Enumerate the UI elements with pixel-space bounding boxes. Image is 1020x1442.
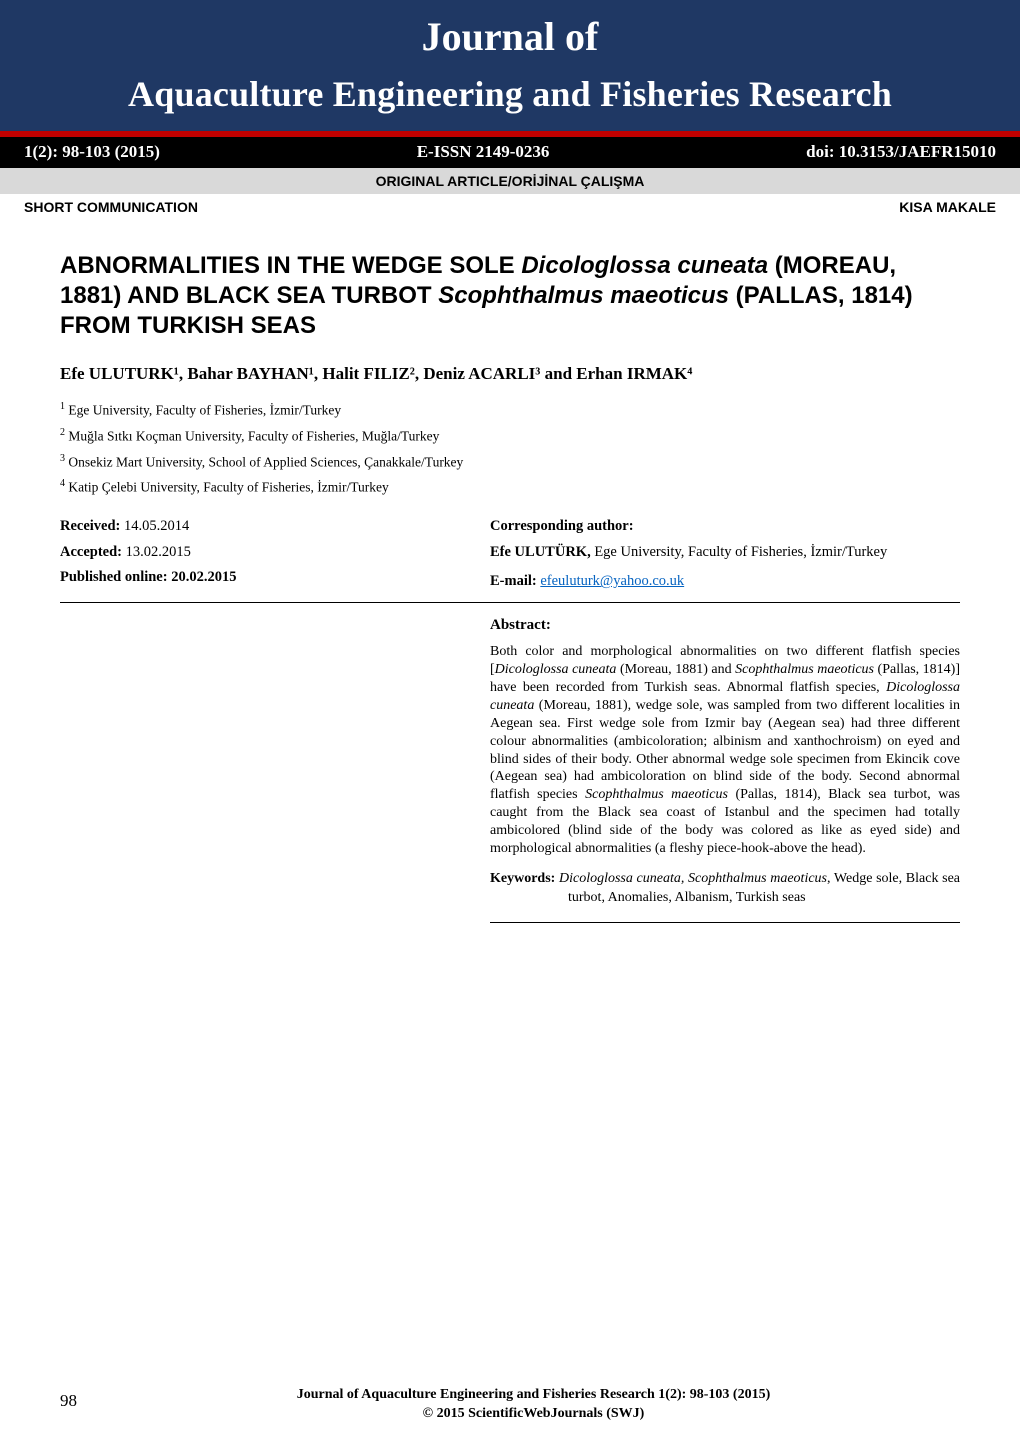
abstract-body: Both color and morphological abnormaliti… (490, 643, 960, 858)
footer-line2: © 2015 ScientificWebJournals (SWJ) (107, 1405, 960, 1424)
short-comm-right: KISA MAKALE (899, 198, 996, 217)
short-comm-bar: SHORT COMMUNICATION KISA MAKALE (0, 194, 1020, 227)
keywords: Keywords: Dicologlossa cuneata, Scophtha… (490, 870, 960, 908)
email-line: E-mail: efeuluturk@yahoo.co.uk (490, 572, 960, 592)
abstract-right: Abstract: Both color and morphological a… (490, 615, 960, 923)
dates-col: Received: 14.05.2014 Accepted: 13.02.201… (60, 517, 460, 594)
eissn: E-ISSN 2149-0236 (417, 141, 550, 164)
title-p1: ABNORMALITIES IN THE WEDGE SOLE (60, 252, 521, 279)
journal-of: Journal of (0, 0, 1020, 68)
header-banner: Journal of Aquaculture Engineering and F… (0, 0, 1020, 134)
affil-3: 3 Onsekiz Mart University, School of App… (60, 452, 960, 472)
received-label: Received: (60, 518, 124, 534)
issue-bar: 1(2): 98-103 (2015) E-ISSN 2149-0236 doi… (0, 134, 1020, 168)
separator-2 (490, 922, 960, 923)
journal-name: Aquaculture Engineering and Fisheries Re… (0, 68, 1020, 129)
affil-2-text: Muğla Sıtkı Koçman University, Faculty o… (65, 428, 439, 443)
published-row: Published online: 20.02.2015 (60, 568, 460, 588)
abs-i1: Dicologlossa cuneata (495, 662, 617, 677)
footer-line1: Journal of Aquaculture Engineering and F… (107, 1386, 960, 1405)
abstract-columns: Abstract: Both color and morphological a… (60, 615, 960, 923)
affil-4-text: Katip Çelebi University, Faculty of Fish… (65, 480, 389, 495)
issue: 1(2): 98-103 (2015) (24, 141, 160, 164)
corresponding-col: Corresponding author: Efe ULUTÜRK, Ege U… (490, 517, 960, 594)
corresponding-heading: Corresponding author: (490, 517, 960, 537)
article-type: ORIGINAL ARTICLE/ORİJİNAL ÇALIŞMA (0, 168, 1020, 195)
affil-1-text: Ege University, Faculty of Fisheries, İz… (65, 403, 341, 418)
abstract-left-empty (60, 615, 460, 923)
authors-text: Efe ULUTURK¹, Bahar BAYHAN¹, Halit FILIZ… (60, 364, 692, 383)
authors: Efe ULUTURK¹, Bahar BAYHAN¹, Halit FILIZ… (60, 363, 960, 386)
meta-columns: Received: 14.05.2014 Accepted: 13.02.201… (60, 517, 960, 594)
affil-4: 4 Katip Çelebi University, Faculty of Fi… (60, 477, 960, 497)
accepted-row: Accepted: 13.02.2015 (60, 543, 460, 563)
corresponding-body: Efe ULUTÜRK, Ege University, Faculty of … (490, 543, 960, 563)
content: ABNORMALITIES IN THE WEDGE SOLE Dicologl… (0, 227, 1020, 922)
abs-t2: (Moreau, 1881) and (616, 662, 735, 677)
keywords-label: Keywords: (490, 871, 559, 886)
affil-1: 1 Ege University, Faculty of Fisheries, … (60, 400, 960, 420)
title-i1: Dicologlossa cuneata (521, 252, 768, 279)
abs-i2: Scophthalmus maeoticus (735, 662, 874, 677)
footer-text: Journal of Aquaculture Engineering and F… (107, 1386, 960, 1424)
accepted-label: Accepted: (60, 544, 126, 560)
affil-3-text: Onsekiz Mart University, School of Appli… (65, 454, 463, 469)
accepted-value: 13.02.2015 (126, 544, 191, 560)
keywords-i1: Dicologlossa cuneata, Scophthalmus maeot… (559, 871, 827, 886)
affil-2: 2 Muğla Sıtkı Koçman University, Faculty… (60, 426, 960, 446)
abs-i4: Scophthalmus maeoticus (585, 787, 728, 802)
doi: doi: 10.3153/JAEFR15010 (806, 141, 996, 164)
received-row: Received: 14.05.2014 (60, 517, 460, 537)
title-i2: Scophthalmus maeoticus (438, 282, 729, 309)
email-label: E-mail: (490, 573, 540, 589)
separator-1 (60, 602, 960, 603)
footer: 98 Journal of Aquaculture Engineering an… (0, 1386, 1020, 1424)
corresponding-affil: Ege University, Faculty of Fisheries, İz… (591, 544, 888, 560)
abstract-heading: Abstract: (490, 615, 960, 635)
email-link[interactable]: efeuluturk@yahoo.co.uk (540, 573, 684, 589)
received-value: 14.05.2014 (124, 518, 189, 534)
article-title: ABNORMALITIES IN THE WEDGE SOLE Dicologl… (60, 251, 960, 341)
page-number: 98 (60, 1390, 77, 1413)
corresponding-name: Efe ULUTÜRK, (490, 544, 591, 560)
short-comm-left: SHORT COMMUNICATION (24, 198, 198, 217)
